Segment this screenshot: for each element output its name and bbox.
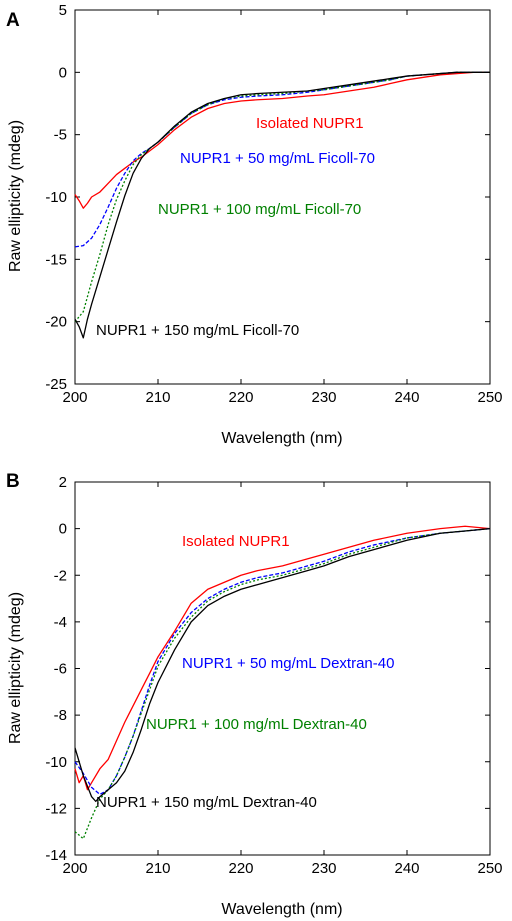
panel-a-x-tick-label: 240 (394, 389, 419, 406)
panel-a-y-tick-label: -15 (45, 251, 67, 268)
panel-b-label-100: NUPR1 + 100 mg/mL Dextran-40 (146, 716, 367, 733)
panel-a-x-axis-label: Wavelength (nm) (221, 430, 342, 447)
panel-b-y-tick-label: -14 (45, 847, 67, 864)
panel-b-y-tick-label: -4 (54, 614, 67, 631)
panel-a-y-tick-label: 0 (59, 64, 67, 81)
panel-a-y-axis-label: Raw ellipticity (mdeg) (7, 120, 24, 272)
panel-a-label-50: NUPR1 + 50 mg/mL Ficoll-70 (180, 150, 375, 167)
panel-a-x-tick-label: 220 (228, 389, 253, 406)
panel-b-y-tick-label: -2 (54, 567, 67, 584)
panel-b-series-line-2 (74, 527, 491, 840)
panel-b-y-tick-label: -8 (54, 707, 67, 724)
panel-a-y-tick-label: -25 (45, 376, 67, 393)
panel-b-label-150: NUPR1 + 150 mg/mL Dextran-40 (96, 794, 317, 811)
panel-b-series-line-3 (74, 527, 491, 803)
panel-b-y-tick-label: 0 (59, 521, 67, 538)
panel-a-label-100: NUPR1 + 100 mg/mL Ficoll-70 (158, 201, 361, 218)
panel-b-y-tick-label: -12 (45, 800, 67, 817)
panel-b-y-axis-label: Raw ellipticity (mdeg) (7, 592, 24, 744)
panel-b-letter: B (6, 471, 20, 492)
panel-b-label-isolated: Isolated NUPR1 (182, 533, 290, 550)
panel-a-y-tick-label: 5 (59, 2, 67, 19)
panel-a-x-tick-label: 250 (477, 389, 502, 406)
panel-a-y-tick-label: -20 (45, 314, 67, 331)
panel-b-label-50: NUPR1 + 50 mg/mL Dextran-40 (182, 655, 394, 672)
panel-b-x-tick-label: 250 (477, 860, 502, 877)
panel-b-y-tick-label: -10 (45, 754, 67, 771)
plot-a: 200 210 220 230 240 250 -25 -20 -15 -10 -5 0 5 (45, 2, 502, 406)
panel-a-series-line-2 (74, 71, 490, 323)
panel-a-x-tick-label: 230 (311, 389, 336, 406)
panel-b-x-tick-label: 200 (62, 860, 87, 877)
panel-a-series-line-0 (74, 71, 490, 209)
panel-a-label-150: NUPR1 + 150 mg/mL Ficoll-70 (96, 322, 299, 339)
panel-b-y-tick-label: 2 (59, 474, 67, 491)
panel-a-x-tick-label: 210 (145, 389, 170, 406)
panel-a-series-line-3 (74, 71, 490, 339)
panel-b-y-tick-label: -6 (54, 661, 67, 678)
plot-b: 200 210 220 230 240 250 -14 -12 -10 -8 -6 -4 -2 0 2 (45, 474, 502, 877)
panel-b-x-tick-label: 210 (145, 860, 170, 877)
panel-b-x-axis-label: Wavelength (nm) (221, 901, 342, 918)
panel-a-y-tick-label: -10 (45, 189, 67, 206)
panel-a-letter: A (6, 10, 20, 31)
panel-b-x-tick-label: 220 (228, 860, 253, 877)
panel-b-series-line-0 (74, 525, 491, 791)
panel-b-series-line-1 (74, 527, 491, 796)
panel-b-x-tick-label: 230 (311, 860, 336, 877)
panel-b-x-tick-label: 240 (394, 860, 419, 877)
panel-a-y-tick-label: -5 (54, 127, 67, 144)
panel-b: B 200 210 220 230 240 250-14-12-10-8-6-4-202 … (6, 471, 503, 918)
panel-a: A 200 210 220 230 240 250 -25 -20 -15 -10 -5 0 5 Wav… (6, 2, 503, 447)
panel-a-label-isolated: Isolated NUPR1 (256, 115, 364, 132)
panel-a-x-tick-label: 200 (62, 389, 87, 406)
